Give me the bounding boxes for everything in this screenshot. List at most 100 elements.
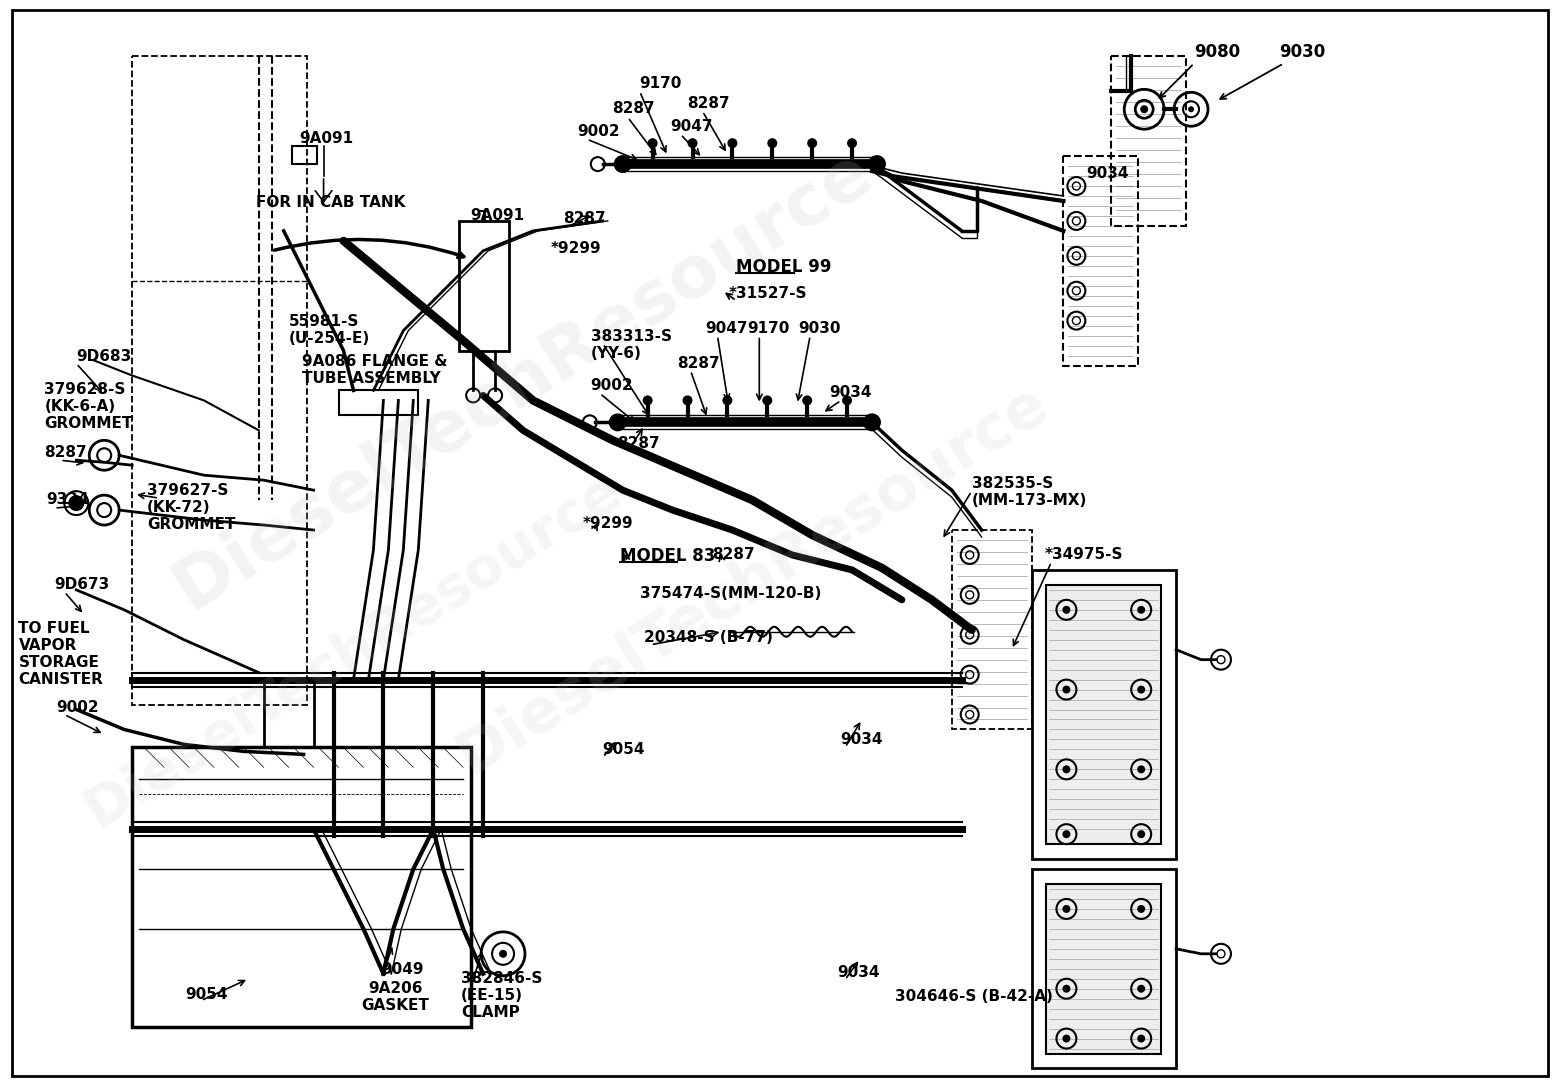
Text: (U-254-E): (U-254-E) bbox=[289, 330, 370, 345]
Text: MODEL 83: MODEL 83 bbox=[619, 547, 716, 565]
Circle shape bbox=[1063, 606, 1071, 614]
Bar bbox=[1111, 56, 1186, 226]
Text: 379628-S: 379628-S bbox=[45, 382, 126, 397]
Text: (MM-173-MX): (MM-173-MX) bbox=[971, 493, 1088, 508]
Text: 9A206: 9A206 bbox=[369, 981, 423, 996]
Text: 8287: 8287 bbox=[677, 355, 720, 370]
Text: *9299: *9299 bbox=[584, 516, 633, 531]
Circle shape bbox=[643, 395, 652, 405]
Text: 382846-S: 382846-S bbox=[461, 971, 543, 986]
Text: VAPOR: VAPOR bbox=[19, 637, 76, 653]
Circle shape bbox=[1063, 1035, 1071, 1043]
Circle shape bbox=[1063, 830, 1071, 838]
Circle shape bbox=[803, 395, 812, 405]
Text: CANISTER: CANISTER bbox=[19, 671, 103, 686]
Text: 55981-S: 55981-S bbox=[289, 314, 359, 329]
Text: GROMMET: GROMMET bbox=[45, 416, 132, 431]
Text: (KK-72): (KK-72) bbox=[148, 501, 210, 515]
Text: 9054: 9054 bbox=[602, 743, 644, 757]
Circle shape bbox=[846, 138, 857, 148]
Circle shape bbox=[842, 395, 853, 405]
Text: (KK-6-A): (KK-6-A) bbox=[45, 400, 115, 415]
Text: 9034: 9034 bbox=[840, 732, 882, 747]
Circle shape bbox=[767, 138, 778, 148]
Circle shape bbox=[1137, 830, 1145, 838]
Text: 379627-S: 379627-S bbox=[148, 483, 229, 498]
Text: DieselTechResource: DieselTechResource bbox=[162, 137, 885, 624]
Text: DieselTechResource: DieselTechResource bbox=[447, 374, 1058, 786]
Bar bbox=[132, 747, 471, 1026]
Circle shape bbox=[762, 395, 772, 405]
Text: 8287: 8287 bbox=[688, 97, 730, 111]
Circle shape bbox=[647, 138, 658, 148]
Text: 9047: 9047 bbox=[705, 320, 748, 336]
Bar bbox=[339, 391, 419, 415]
Text: 8287: 8287 bbox=[563, 211, 605, 226]
Bar bbox=[1047, 884, 1161, 1053]
Text: 9034: 9034 bbox=[1086, 166, 1128, 181]
Circle shape bbox=[1137, 606, 1145, 614]
Text: 382535-S: 382535-S bbox=[971, 476, 1053, 491]
Text: 9A086 FLANGE &: 9A086 FLANGE & bbox=[302, 354, 447, 368]
Circle shape bbox=[613, 155, 632, 173]
Text: MODEL 99: MODEL 99 bbox=[736, 257, 832, 276]
Text: DieselTechResource: DieselTechResource bbox=[76, 462, 632, 837]
Text: 383313-S: 383313-S bbox=[591, 329, 672, 343]
Text: 9054: 9054 bbox=[185, 987, 227, 1001]
Circle shape bbox=[727, 138, 738, 148]
Circle shape bbox=[1063, 766, 1071, 773]
Text: STORAGE: STORAGE bbox=[19, 655, 100, 670]
Circle shape bbox=[1063, 905, 1071, 913]
Text: 9047: 9047 bbox=[671, 119, 713, 135]
Circle shape bbox=[722, 395, 733, 405]
Text: 8287: 8287 bbox=[616, 437, 660, 452]
Text: 9002: 9002 bbox=[577, 124, 619, 139]
Circle shape bbox=[1137, 766, 1145, 773]
Circle shape bbox=[808, 138, 817, 148]
Bar bbox=[1032, 570, 1176, 859]
Bar bbox=[132, 56, 307, 705]
Circle shape bbox=[864, 414, 881, 431]
Text: 9030: 9030 bbox=[1279, 43, 1326, 62]
Text: 9A091: 9A091 bbox=[300, 131, 353, 147]
Circle shape bbox=[1137, 905, 1145, 913]
Circle shape bbox=[1141, 105, 1148, 113]
Circle shape bbox=[1063, 985, 1071, 993]
Bar bbox=[952, 530, 1032, 730]
Bar bbox=[291, 147, 316, 164]
Text: (YY-6): (YY-6) bbox=[591, 345, 641, 361]
Circle shape bbox=[68, 495, 84, 512]
Text: 375474-S(MM-120-B): 375474-S(MM-120-B) bbox=[640, 585, 822, 601]
Text: CLAMP: CLAMP bbox=[461, 1005, 520, 1020]
Text: GROMMET: GROMMET bbox=[148, 517, 235, 532]
Text: 9D673: 9D673 bbox=[54, 577, 109, 592]
Text: 20348-S (B-77): 20348-S (B-77) bbox=[644, 630, 772, 645]
Bar bbox=[1032, 869, 1176, 1069]
Text: 9D683: 9D683 bbox=[76, 349, 132, 364]
Text: FOR IN CAB TANK: FOR IN CAB TANK bbox=[255, 195, 405, 210]
Circle shape bbox=[1137, 685, 1145, 694]
Text: *34975-S: *34975-S bbox=[1044, 547, 1123, 561]
Circle shape bbox=[608, 414, 627, 431]
Text: TO FUEL: TO FUEL bbox=[19, 621, 90, 635]
Bar bbox=[1063, 156, 1137, 366]
Text: *9299: *9299 bbox=[551, 241, 602, 256]
Text: 8287: 8287 bbox=[45, 445, 87, 460]
Text: 9034: 9034 bbox=[829, 386, 871, 401]
Circle shape bbox=[688, 138, 697, 148]
Circle shape bbox=[1189, 106, 1193, 112]
Text: GASKET: GASKET bbox=[361, 998, 429, 1012]
Text: 9002: 9002 bbox=[590, 379, 632, 393]
Text: (EE-15): (EE-15) bbox=[461, 987, 523, 1002]
Text: *31527-S: *31527-S bbox=[728, 286, 808, 301]
Text: 9170: 9170 bbox=[747, 320, 790, 336]
Text: 8287: 8287 bbox=[612, 101, 655, 116]
Text: 9080: 9080 bbox=[1193, 43, 1240, 62]
Text: 9324: 9324 bbox=[47, 492, 89, 507]
Bar bbox=[459, 220, 509, 351]
Text: 9034: 9034 bbox=[837, 964, 879, 980]
Text: 8287: 8287 bbox=[713, 547, 755, 561]
Text: 9A091: 9A091 bbox=[470, 209, 524, 223]
Circle shape bbox=[1137, 985, 1145, 993]
Text: 9049: 9049 bbox=[381, 962, 423, 976]
